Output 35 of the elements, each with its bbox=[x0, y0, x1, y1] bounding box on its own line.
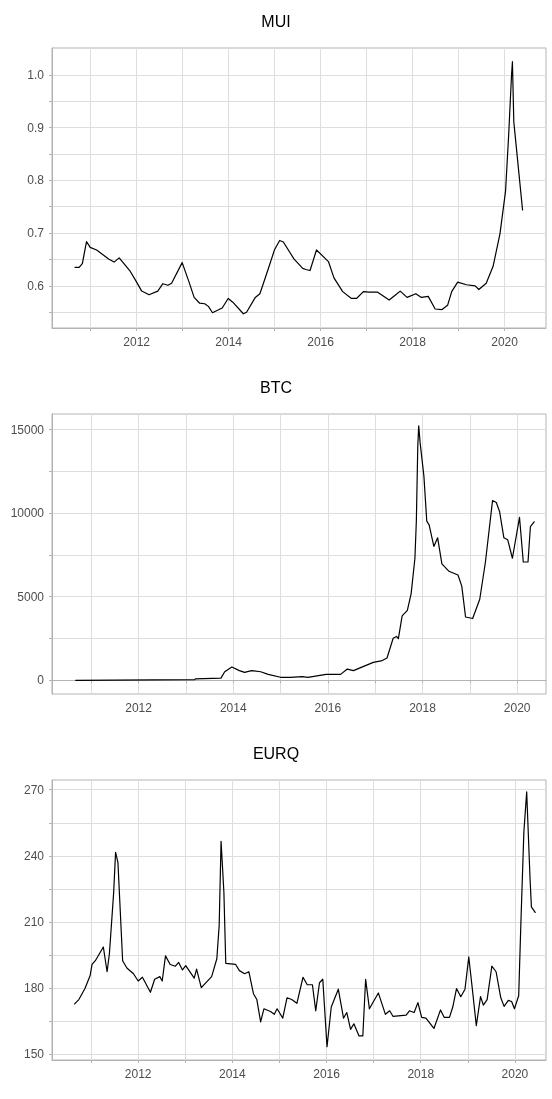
y-tick-label: 210 bbox=[23, 915, 45, 930]
y-tick-label: 0.9 bbox=[27, 120, 45, 135]
chart-title: BTC bbox=[260, 378, 292, 396]
y-tick-label: 1.0 bbox=[27, 67, 45, 82]
chart-title: MUI bbox=[261, 12, 291, 30]
x-tick-label: 2020 bbox=[503, 701, 531, 715]
y-tick-label: 0.8 bbox=[27, 173, 45, 188]
y-tick-label: 5000 bbox=[17, 589, 45, 604]
x-tick-label: 2016 bbox=[313, 1067, 341, 1081]
x-tick-label: 2014 bbox=[219, 701, 247, 715]
x-tick-label: 2018 bbox=[409, 701, 437, 715]
x-tick-label: 2018 bbox=[407, 1067, 435, 1081]
x-tick-label: 2012 bbox=[123, 335, 151, 349]
x-tick-label: 2018 bbox=[399, 335, 427, 349]
y-tick-label: 270 bbox=[23, 782, 45, 797]
x-tick-label: 2020 bbox=[501, 1067, 529, 1081]
y-tick-label: 10000 bbox=[10, 506, 45, 521]
line-series bbox=[74, 791, 536, 1048]
x-tick-label: 2012 bbox=[125, 701, 153, 715]
y-tick-label: 0.6 bbox=[27, 278, 45, 293]
y-tick-label: 15000 bbox=[10, 422, 45, 437]
x-tick-label: 2014 bbox=[215, 335, 243, 349]
x-tick-label: 2012 bbox=[124, 1067, 152, 1081]
y-tick-label: 150 bbox=[23, 1047, 45, 1062]
chart-title: EURQ bbox=[252, 744, 300, 762]
y-tick-label: 0 bbox=[37, 673, 45, 688]
line-series bbox=[74, 61, 524, 315]
x-tick-label: 2016 bbox=[307, 335, 335, 349]
y-tick-label: 0.7 bbox=[27, 226, 45, 241]
x-tick-label: 2014 bbox=[219, 1067, 247, 1081]
y-tick-label: 240 bbox=[23, 848, 45, 863]
x-tick-label: 2016 bbox=[314, 701, 342, 715]
line-series bbox=[75, 425, 535, 681]
y-tick-label: 180 bbox=[23, 981, 45, 996]
x-tick-label: 2020 bbox=[491, 335, 519, 349]
